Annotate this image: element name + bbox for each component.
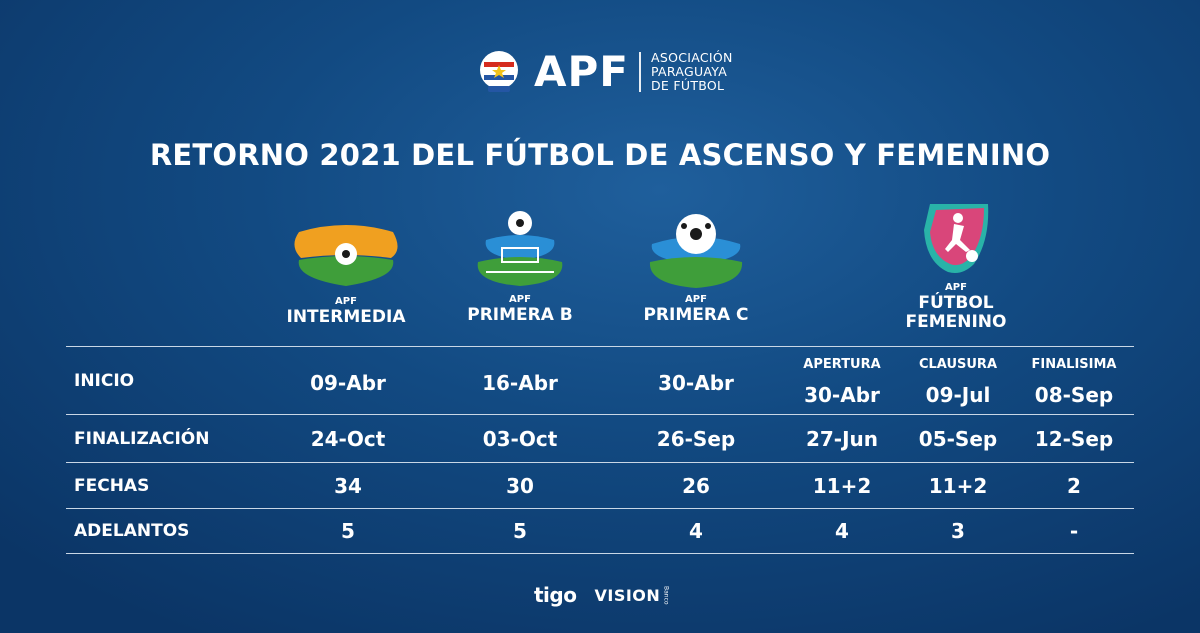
association-line-1: ASOCIACIÓN bbox=[650, 50, 733, 65]
tigo-logo: tigo bbox=[534, 583, 577, 607]
league-femenino-prefix: APF bbox=[945, 282, 967, 293]
primera-b-logo-icon bbox=[477, 211, 563, 286]
vision-logo: VISION bbox=[594, 585, 661, 605]
table-cell: 08-Sep bbox=[1034, 383, 1114, 407]
table-cell: 11+2 bbox=[928, 474, 988, 498]
association-line-3: DE FÚTBOL bbox=[650, 78, 725, 93]
intermedia-logo-icon bbox=[294, 225, 398, 286]
table-cell: 26-Sep bbox=[656, 427, 736, 451]
league-intermedia-name: INTERMEDIA bbox=[286, 307, 406, 327]
league-femenino-name-line2: FEMENINO bbox=[905, 312, 1007, 332]
league-femenino-name-line1: FÚTBOL bbox=[918, 293, 994, 313]
table-cell: 27-Jun bbox=[805, 427, 879, 451]
table-cell: 30-Abr bbox=[804, 383, 880, 407]
table-cell: 05-Sep bbox=[918, 427, 998, 451]
table-cell: 30-Abr bbox=[658, 371, 734, 395]
row-label-inicio: INICIO bbox=[74, 371, 135, 391]
league-primera-b-prefix: APF bbox=[509, 294, 531, 305]
table-cell: 5 bbox=[341, 519, 355, 543]
table-cell: 4 bbox=[689, 519, 703, 543]
table-cell: 12-Sep bbox=[1034, 427, 1114, 451]
row-label-finalizacion: FINALIZACIÓN bbox=[74, 429, 210, 449]
league-intermedia-prefix: APF bbox=[335, 296, 357, 307]
table-cell: 11+2 bbox=[812, 474, 872, 498]
femenino-header-clausura: CLAUSURA bbox=[918, 357, 998, 372]
table-row-finalizacion: FINALIZACIÓN 24-Oct 03-Oct 26-Sep 27-Jun… bbox=[66, 414, 1134, 463]
table-cell: - bbox=[1069, 519, 1079, 543]
association-line-2: PARAGUAYA bbox=[650, 64, 728, 79]
league-primera-c-name: PRIMERA C bbox=[643, 305, 749, 325]
league-intermedia: APF INTERMEDIA bbox=[286, 222, 406, 327]
table-cell: 5 bbox=[513, 519, 527, 543]
row-label-adelantos: ADELANTOS bbox=[74, 521, 190, 541]
table-cell: 09-Jul bbox=[925, 383, 991, 407]
table-cell: 03-Oct bbox=[482, 427, 558, 451]
table-cell: 09-Abr bbox=[310, 371, 386, 395]
league-futbol-femenino: APF FÚTBOL FEMENINO bbox=[896, 200, 1016, 332]
table-cell: 2 bbox=[1067, 474, 1081, 498]
apf-crest-icon bbox=[478, 48, 520, 96]
row-label-fechas: FECHAS bbox=[74, 476, 150, 496]
sponsors: tigo VISION Banco bbox=[534, 578, 669, 612]
header: APF ASOCIACIÓN PARAGUAYA DE FÚTBOL bbox=[478, 46, 738, 98]
table-cell: 24-Oct bbox=[310, 427, 386, 451]
table-cell: 16-Abr bbox=[482, 371, 558, 395]
femenino-header-finalisima: FINALISIMA bbox=[1031, 357, 1117, 372]
page-title: RETORNO 2021 DEL FÚTBOL DE ASCENSO Y FEM… bbox=[149, 138, 1051, 172]
table-row-adelantos: ADELANTOS 5 5 4 4 3 - bbox=[66, 508, 1134, 554]
table-cell: 34 bbox=[334, 474, 362, 498]
league-primera-b: APF PRIMERA B bbox=[460, 210, 580, 325]
league-primera-c-prefix: APF bbox=[685, 294, 707, 305]
vision-tag: Banco bbox=[662, 585, 670, 605]
league-primera-b-name: PRIMERA B bbox=[467, 305, 573, 325]
table-cell: 30 bbox=[506, 474, 534, 498]
primera-c-logo-icon bbox=[649, 214, 743, 288]
futbol-femenino-logo-icon bbox=[924, 204, 989, 273]
table-row-fechas: FECHAS 34 30 26 11+2 11+2 2 bbox=[66, 462, 1134, 509]
femenino-header-apertura: APERTURA bbox=[803, 357, 881, 372]
table-cell: 3 bbox=[951, 519, 965, 543]
apf-brand: APF bbox=[534, 47, 629, 96]
table-cell: 4 bbox=[835, 519, 849, 543]
league-primera-c: APF PRIMERA C bbox=[636, 210, 756, 325]
header-divider bbox=[638, 52, 641, 92]
table-cell: 26 bbox=[682, 474, 710, 498]
association-name: ASOCIACIÓN PARAGUAYA DE FÚTBOL bbox=[651, 51, 733, 93]
table-row-inicio: INICIO 09-Abr 16-Abr 30-Abr APERTURA 30-… bbox=[66, 346, 1134, 415]
